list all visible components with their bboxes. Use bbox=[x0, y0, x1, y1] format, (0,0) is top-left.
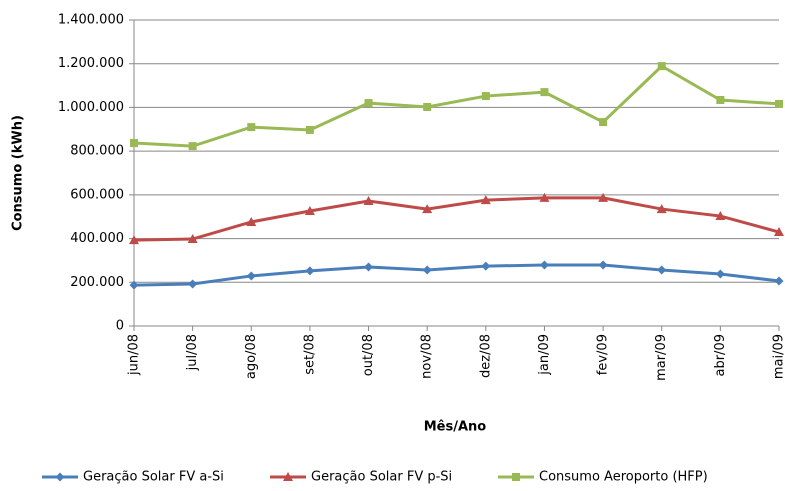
x-tick-label: jun/08 bbox=[127, 334, 142, 376]
data-point bbox=[775, 100, 783, 108]
data-point bbox=[306, 126, 314, 134]
legend-label: Geração Solar FV a-Si bbox=[83, 470, 224, 485]
data-point bbox=[599, 118, 607, 126]
data-point bbox=[658, 62, 666, 70]
data-point bbox=[130, 139, 138, 147]
y-tick-label: 800.000 bbox=[70, 144, 124, 159]
data-point bbox=[365, 99, 373, 107]
legend-label: Geração Solar FV p-Si bbox=[311, 470, 452, 485]
x-tick-label: fev/09 bbox=[596, 334, 611, 375]
legend-label: Consumo Aeroporto (HFP) bbox=[539, 470, 708, 485]
data-point bbox=[716, 269, 725, 278]
data-point bbox=[305, 266, 314, 275]
x-tick-label: abr/09 bbox=[713, 334, 728, 377]
legend-marker bbox=[512, 473, 520, 481]
x-tick-label: nov/08 bbox=[420, 334, 435, 379]
x-tick-label: mai/09 bbox=[772, 334, 785, 379]
data-point bbox=[716, 96, 724, 104]
data-point bbox=[775, 276, 784, 285]
y-tick-label: 200.000 bbox=[70, 275, 124, 290]
y-tick-label: 1.000.000 bbox=[58, 100, 124, 115]
y-tick-label: 400.000 bbox=[70, 231, 124, 246]
x-axis-label: Mês/Ano bbox=[424, 420, 487, 435]
data-point bbox=[657, 266, 666, 275]
data-point bbox=[247, 271, 256, 280]
y-tick-label: 1.200.000 bbox=[58, 56, 124, 71]
data-point bbox=[482, 92, 490, 100]
series-line bbox=[134, 198, 779, 240]
data-point bbox=[423, 103, 431, 111]
data-point bbox=[540, 88, 548, 96]
x-tick-label: dez/08 bbox=[478, 334, 493, 378]
series-line bbox=[134, 66, 779, 146]
data-point bbox=[189, 142, 197, 150]
data-point bbox=[423, 266, 432, 275]
x-tick-label: jan/09 bbox=[537, 334, 552, 376]
data-point bbox=[540, 261, 549, 270]
y-tick-label: 1.400.000 bbox=[58, 13, 124, 28]
x-tick-label: out/08 bbox=[361, 334, 376, 376]
data-point bbox=[481, 262, 490, 271]
y-tick-label: 0 bbox=[116, 319, 124, 334]
x-tick-label: ago/08 bbox=[244, 334, 259, 379]
data-point bbox=[364, 262, 373, 271]
y-axis-label: Consumo (kWh) bbox=[11, 115, 26, 231]
legend-marker bbox=[56, 473, 65, 482]
x-tick-label: set/08 bbox=[302, 334, 317, 375]
y-tick-label: 600.000 bbox=[70, 187, 124, 202]
data-point bbox=[247, 123, 255, 131]
x-tick-label: jul/08 bbox=[185, 334, 200, 371]
data-point bbox=[599, 261, 608, 270]
x-tick-label: mar/09 bbox=[654, 334, 669, 381]
data-point bbox=[188, 280, 197, 289]
